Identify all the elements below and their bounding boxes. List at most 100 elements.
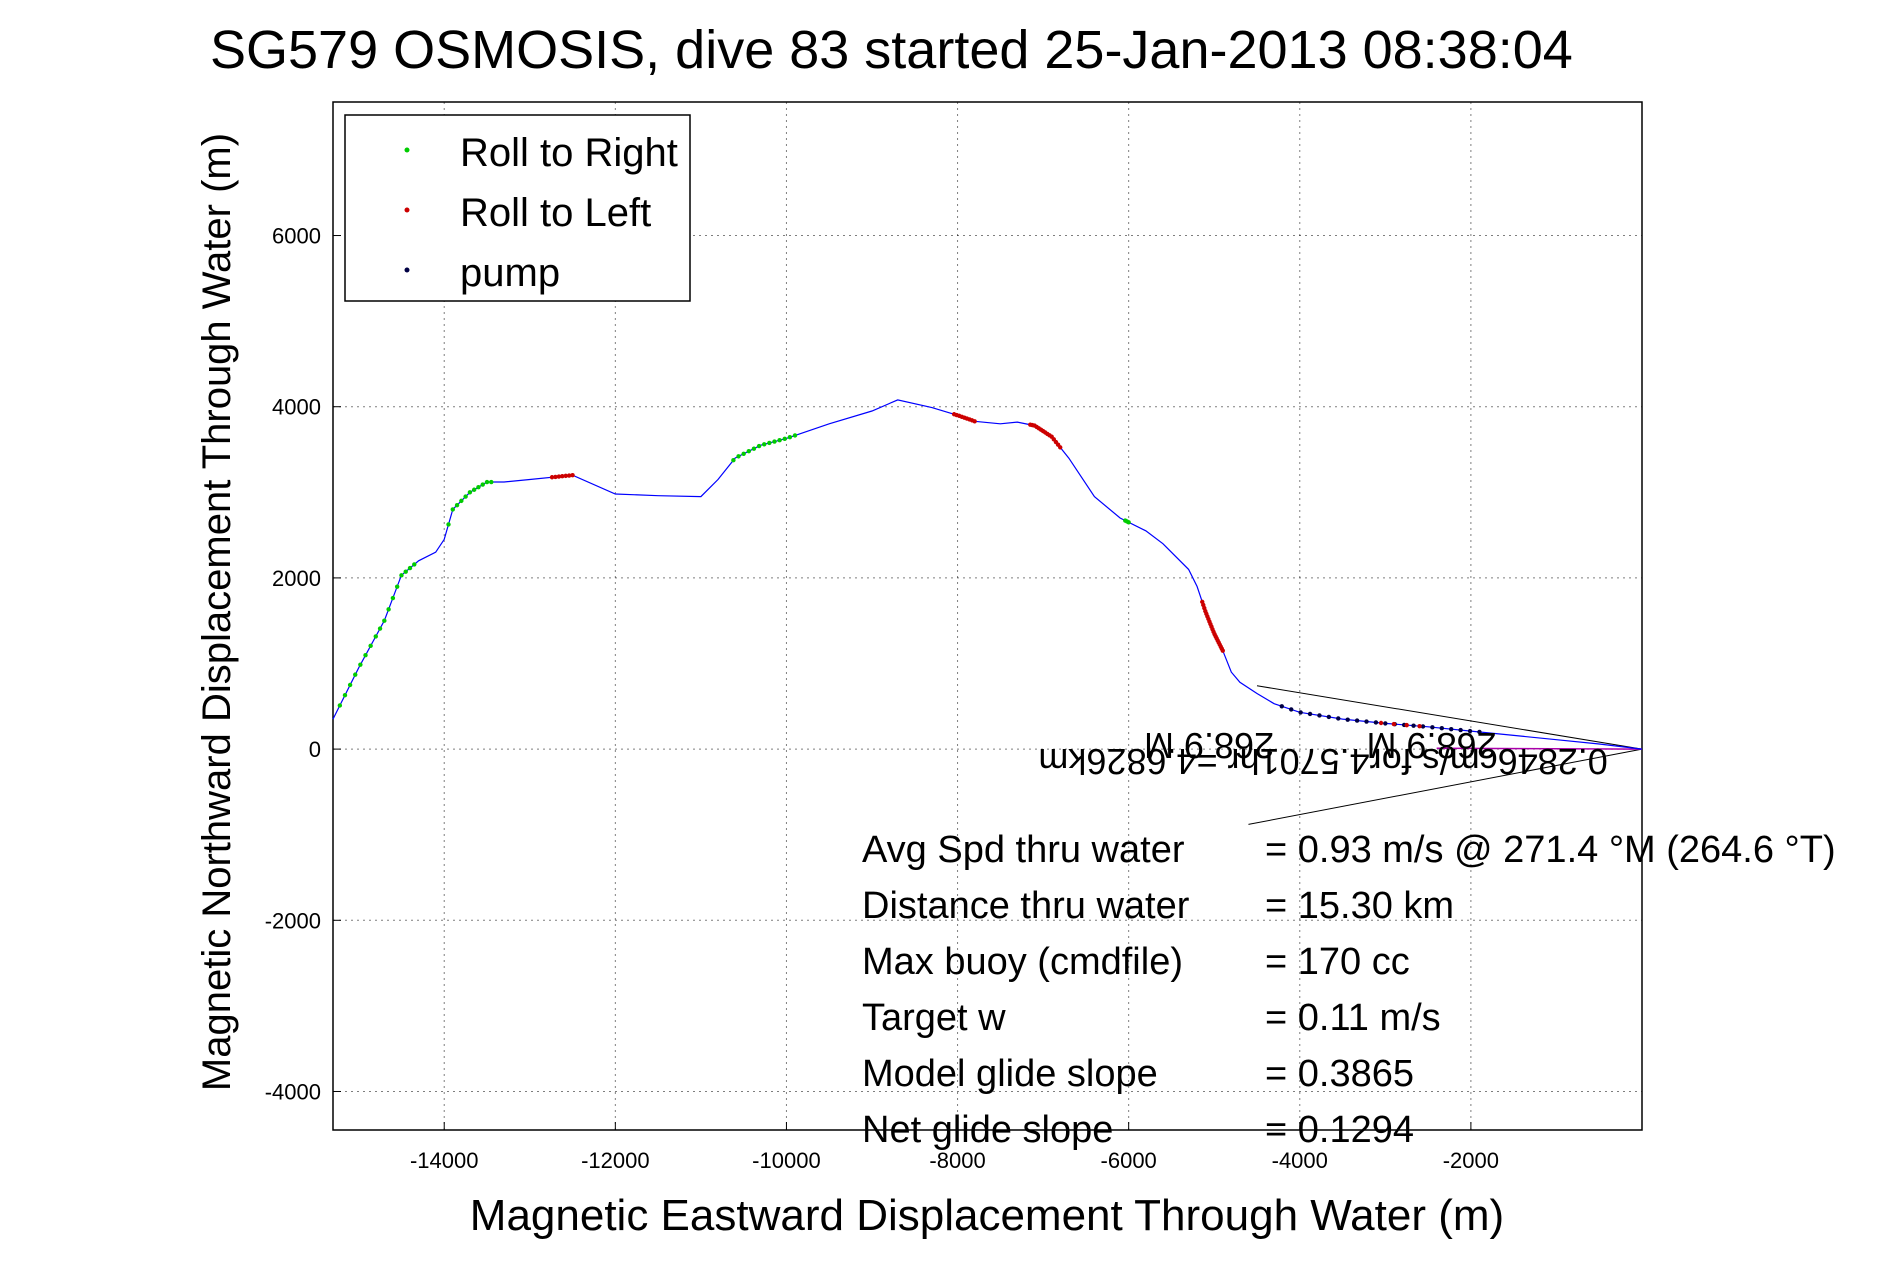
roll-right-marker	[407, 565, 413, 571]
fan-line	[1256, 685, 1643, 750]
stat-value: = 0.1294	[1265, 1109, 1414, 1151]
pump-marker	[1411, 723, 1416, 728]
roll-left-marker	[1200, 599, 1205, 605]
dive-statistics: Avg Spd thru water = 0.93 m/s @ 271.4 °M …	[862, 829, 1836, 1151]
y-tick-label: 2000	[272, 566, 321, 591]
roll-right-marker	[347, 682, 353, 688]
roll-left-marker	[553, 474, 558, 480]
pump-marker	[1420, 724, 1426, 729]
roll-right-marker	[463, 494, 468, 499]
current-annotation: 0.2846cm/s for4.5701hr =4.6826km	[1038, 741, 1607, 782]
pump-marker	[1449, 726, 1454, 732]
roll-left-marker	[1417, 723, 1422, 729]
x-tick-label: -4000	[1272, 1148, 1328, 1173]
pump-marker	[1364, 719, 1369, 724]
roll-left-marker	[556, 474, 562, 479]
roll-right-marker	[756, 443, 762, 449]
legend: Roll to Right Roll to Left pump	[344, 114, 691, 302]
roll-right-marker	[353, 672, 358, 677]
legend-box	[344, 114, 691, 302]
roll-right-marker	[767, 440, 772, 446]
roll-right-marker	[772, 439, 777, 444]
roll-right-marker	[489, 479, 494, 485]
legend-label: Roll to Left	[460, 191, 651, 235]
pump-marker	[1458, 727, 1463, 733]
current-annotation: 268.9 M	[1367, 725, 1497, 766]
x-tick-label: -10000	[752, 1148, 821, 1173]
roll-left-marker	[1391, 721, 1397, 727]
y-tick-label: 6000	[272, 224, 321, 249]
plot-area-frame	[332, 101, 1643, 1131]
legend-marker	[404, 267, 410, 273]
stat-label: Target w	[862, 997, 1006, 1039]
stat-value: = 170 cc	[1265, 941, 1410, 983]
roll-right-marker	[762, 442, 767, 447]
roll-right-marker	[373, 634, 378, 639]
pump-marker	[1373, 720, 1379, 725]
roll-left-marker	[1378, 720, 1384, 726]
roll-right-marker	[459, 498, 464, 504]
roll-right-marker	[736, 454, 741, 459]
roll-left-marker	[566, 473, 572, 478]
stat-label: Avg Spd thru water	[862, 829, 1185, 871]
fan-line	[1248, 748, 1643, 825]
roll-right-marker	[399, 573, 404, 578]
roll-right-marker	[363, 653, 368, 658]
roll-left-marker	[1028, 422, 1033, 427]
roll-right-marker	[792, 433, 798, 438]
x-axis-ticks: -14000 -12000 -10000 -8000 -6000 -4000 -2000	[410, 1122, 1499, 1173]
roll-right-marker	[454, 502, 460, 508]
roll-right-marker	[382, 618, 387, 623]
current-annotations: 268.9 M0.2846cm/s for4.5701hr =4.6826km2…	[1038, 725, 1607, 782]
track-line	[332, 399, 1643, 750]
y-tick-label: -4000	[265, 1079, 321, 1104]
pump-marker	[1383, 721, 1388, 726]
roll-right-marker	[446, 522, 451, 527]
x-axis-label: Magnetic Eastward Displacement Through W…	[470, 1191, 1504, 1240]
y-tick-label: 4000	[272, 395, 321, 420]
roll-right-marker	[731, 458, 736, 463]
stat-label: Net glide slope	[862, 1109, 1113, 1151]
current-fan	[1248, 685, 1643, 825]
pump-marker	[1298, 710, 1303, 715]
pump-marker	[1326, 714, 1332, 720]
current-vector	[1436, 747, 1643, 750]
pump-marker	[1307, 711, 1313, 717]
x-tick-label: -6000	[1101, 1148, 1157, 1173]
pump-marker	[1477, 729, 1482, 735]
roll-right-marker	[342, 692, 348, 698]
stat-value: = 15.30 km	[1265, 885, 1454, 927]
roll-right-marker	[476, 484, 481, 490]
roll-right-marker	[484, 479, 490, 485]
roll-right-marker	[386, 607, 391, 612]
roll-right-marker	[777, 438, 782, 443]
stat-value: = 0.11 m/s	[1265, 997, 1441, 1039]
roll-right-marker	[471, 487, 477, 492]
roll-right-marker	[358, 662, 363, 667]
roll-left-marker	[951, 412, 957, 417]
track-series	[332, 399, 1643, 750]
x-tick-label: -8000	[929, 1148, 985, 1173]
roll-right-marker	[394, 584, 400, 589]
stat-label: Max buoy (cmdfile)	[862, 941, 1183, 983]
pump-marker	[1317, 713, 1322, 718]
roll-right-marker	[746, 449, 751, 454]
roll-right-marker	[390, 595, 396, 601]
legend-label: Roll to Right	[460, 131, 678, 175]
roll-right-marker	[368, 643, 373, 649]
roll-left-marker	[570, 472, 575, 478]
roll-right-marker	[403, 569, 408, 574]
roll-right-marker	[412, 562, 417, 567]
legend-label: pump	[460, 251, 560, 295]
x-tick-label: -2000	[1443, 1148, 1499, 1173]
pump-marker	[1354, 718, 1360, 723]
stat-label: Distance thru water	[862, 885, 1190, 927]
legend-marker	[404, 147, 410, 153]
roll-right-marker	[480, 482, 485, 487]
roll-pump-markers	[337, 412, 1482, 735]
roll-right-marker	[782, 436, 787, 442]
stat-value: = 0.3865	[1265, 1053, 1414, 1095]
roll-right-marker	[377, 626, 383, 631]
pump-marker	[1289, 707, 1294, 712]
